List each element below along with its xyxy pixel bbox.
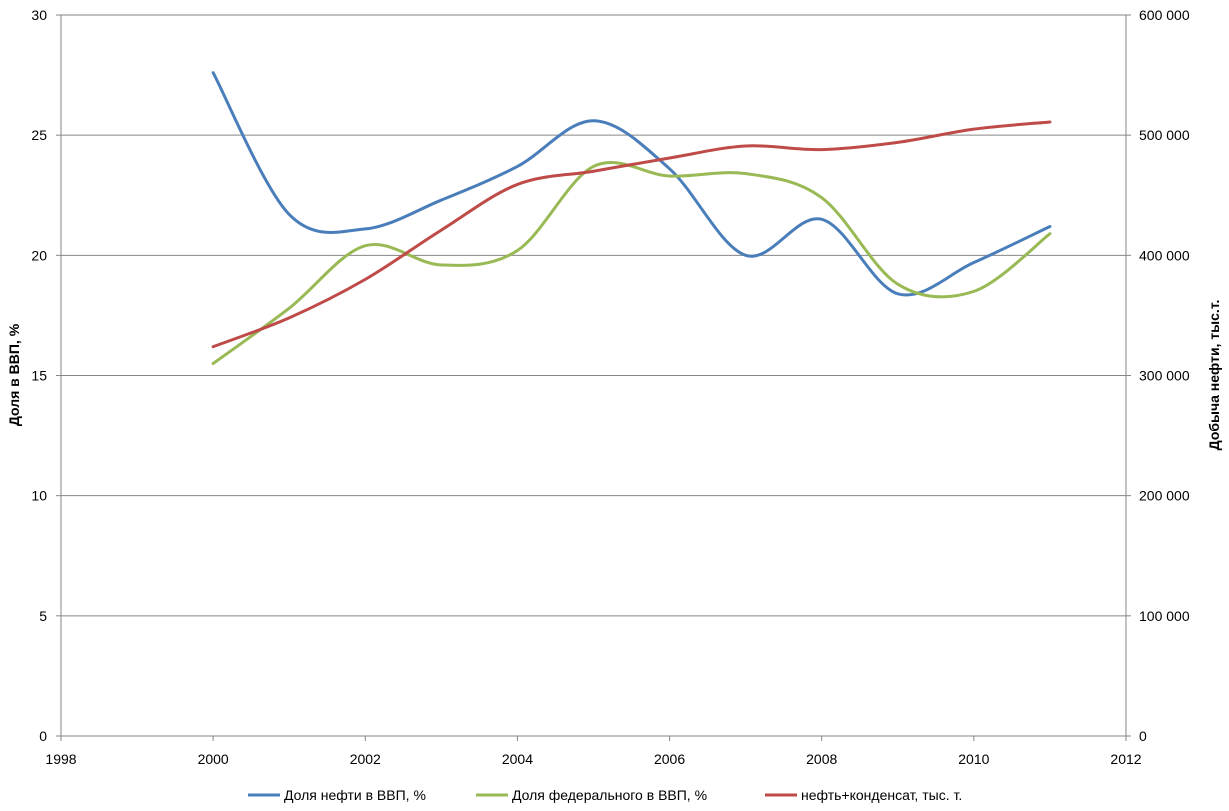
x-tick-label: 2006 — [654, 751, 685, 767]
legend: Доля нефти в ВВП, % Доля федерального в В… — [248, 787, 962, 803]
y-tick-label-right: 100 000 — [1139, 608, 1190, 624]
y-axis-title-left: Доля в ВВП, % — [6, 323, 22, 426]
x-tick-label: 2000 — [198, 751, 229, 767]
series-line-2 — [211, 161, 1052, 365]
y-tick-label-right: 200 000 — [1139, 488, 1190, 504]
x-tick-label: 2002 — [350, 751, 381, 767]
legend-label-2: Доля федерального в ВВП, % — [512, 787, 707, 803]
y-tick-label-left: 15 — [31, 368, 47, 384]
x-tick-label: 2008 — [806, 751, 837, 767]
x-tick-label: 2004 — [502, 751, 533, 767]
y-axis-title-right: Добыча нефти, тыс.т. — [1206, 300, 1222, 451]
tick-labels: 0 5 10 15 20 25 30 0 100 000 200 000 300 000 400 00… — [31, 7, 1189, 767]
y-tick-label-left: 25 — [31, 127, 47, 143]
series-lines — [211, 71, 1052, 365]
y-tick-label-left: 0 — [39, 728, 47, 744]
y-tick-label-left: 20 — [31, 247, 47, 263]
x-tick-label: 1998 — [45, 751, 76, 767]
y-tick-label-left: 30 — [31, 7, 47, 23]
legend-label-1: Доля нефти в ВВП, % — [284, 787, 426, 803]
y-tick-label-right: 600 000 — [1139, 7, 1190, 23]
y-tick-label-right: 500 000 — [1139, 127, 1190, 143]
y-tick-label-right: 300 000 — [1139, 368, 1190, 384]
y-tick-label-left: 5 — [39, 608, 47, 624]
x-tick-label: 2012 — [1110, 751, 1141, 767]
y-tick-label-left: 10 — [31, 488, 47, 504]
series-line-1 — [211, 71, 1052, 297]
y-tick-label-right: 0 — [1139, 728, 1147, 744]
gridlines — [61, 14, 1126, 617]
series-line-3 — [211, 120, 1052, 349]
tick-marks — [56, 14, 1131, 741]
y-tick-label-right: 400 000 — [1139, 247, 1190, 263]
x-tick-label: 2010 — [958, 751, 989, 767]
legend-label-3: нефть+конденсат, тыс. т. — [801, 787, 962, 803]
